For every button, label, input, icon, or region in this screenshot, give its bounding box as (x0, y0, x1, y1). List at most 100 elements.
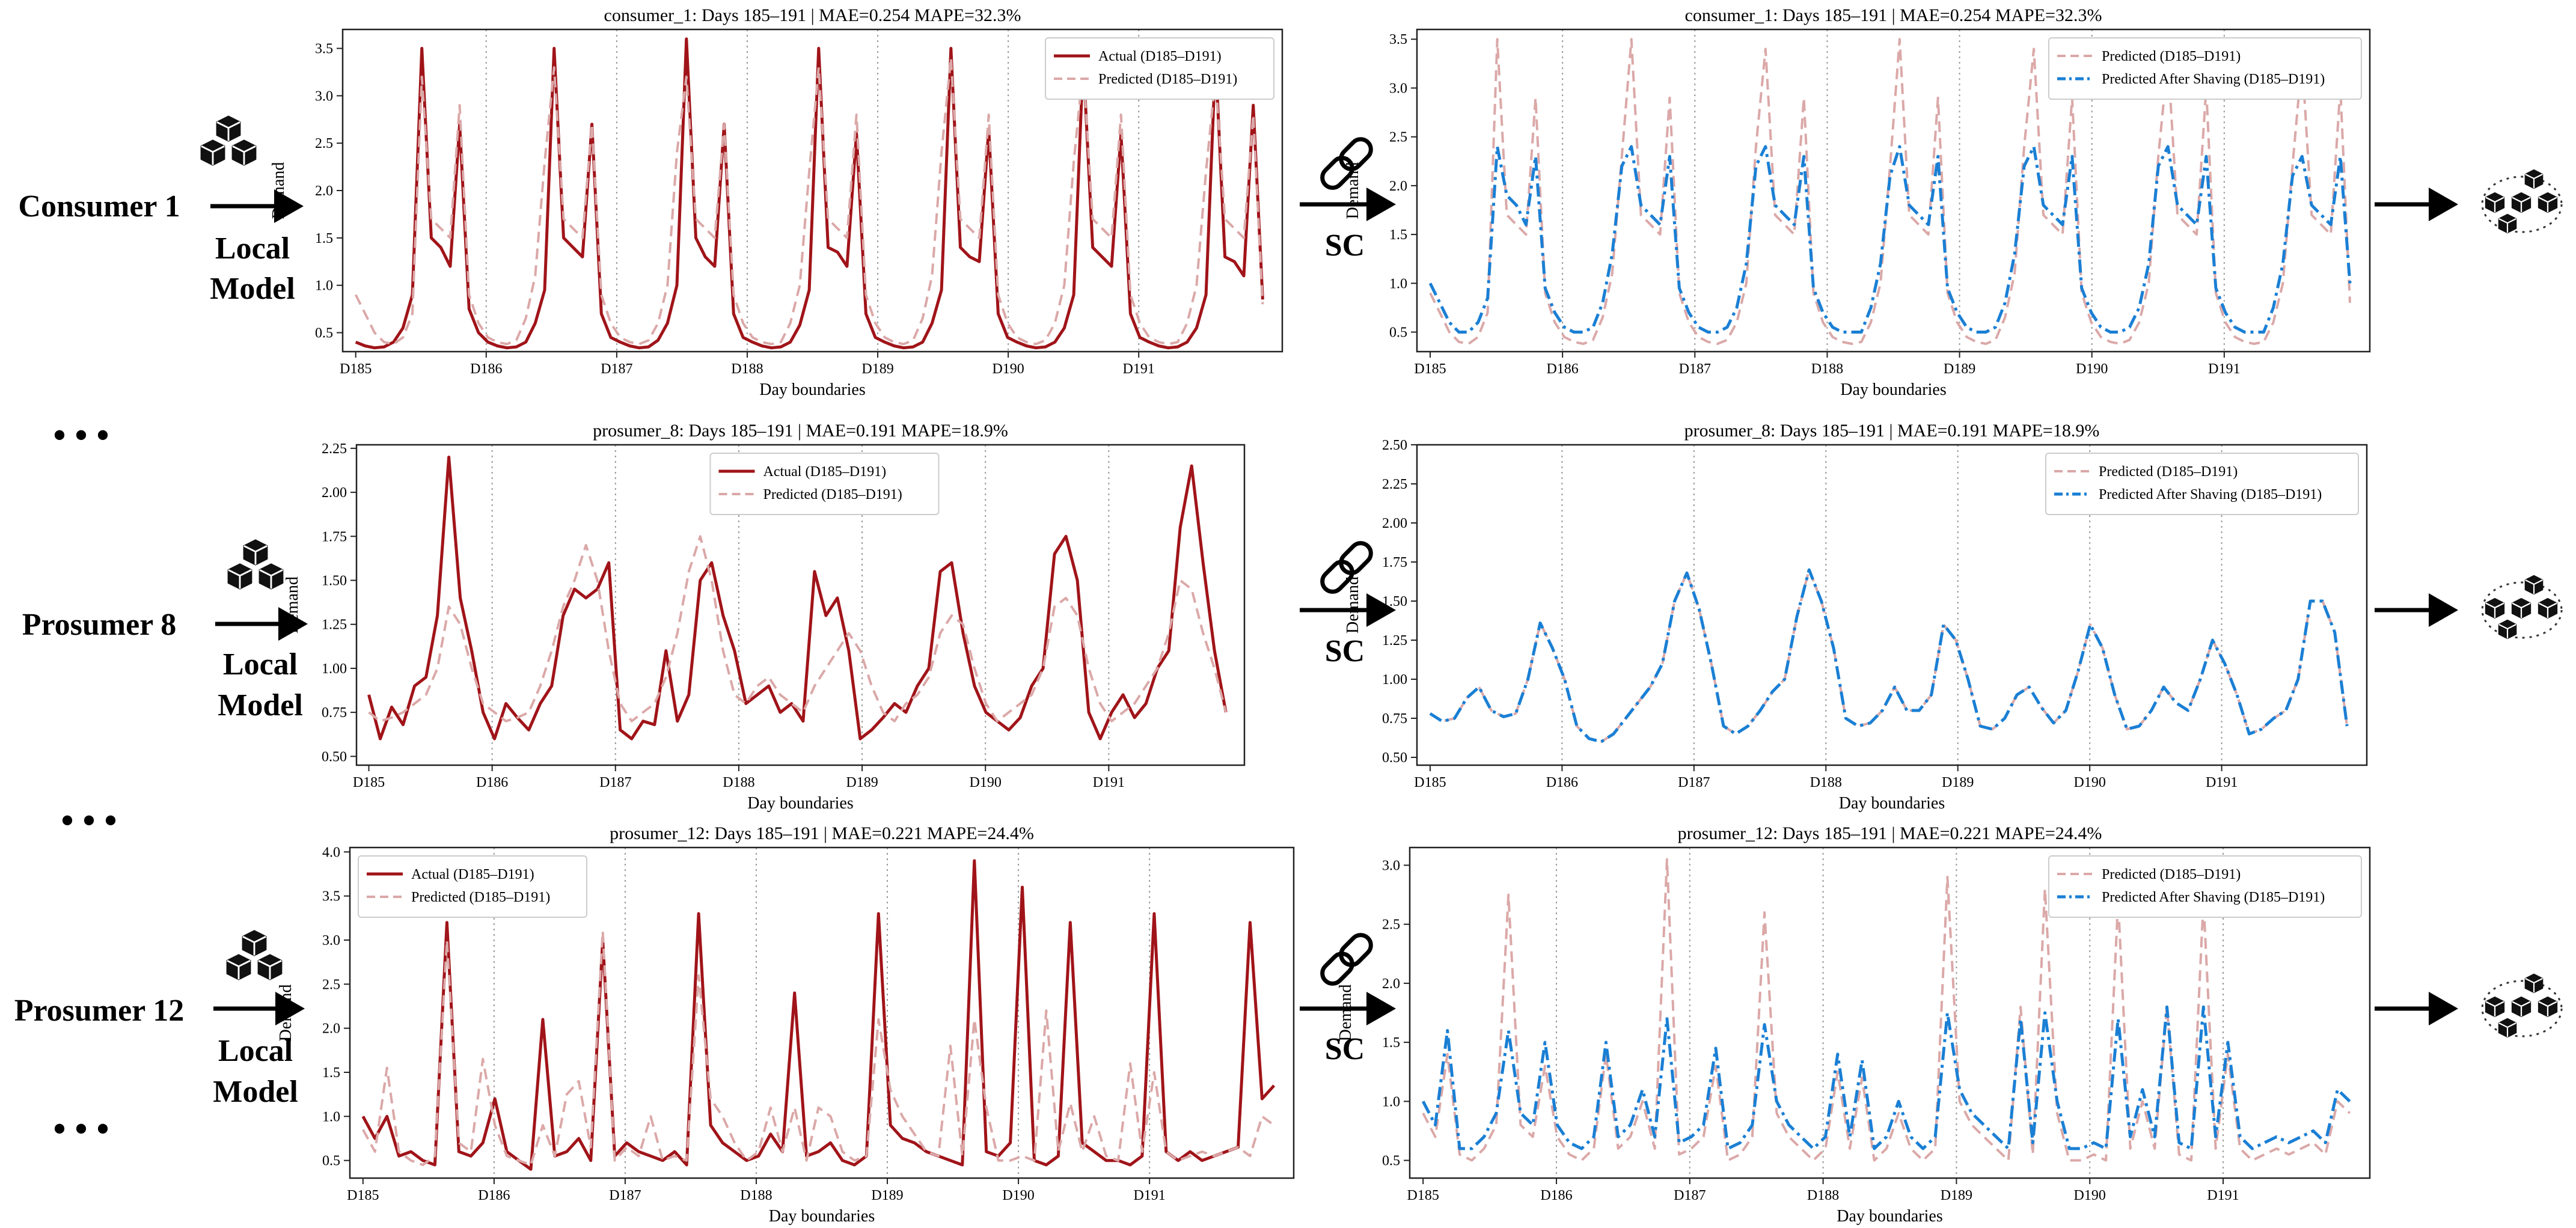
x-axis-label: Day boundaries (769, 1207, 875, 1226)
y-tick-label: 3.0 (1382, 858, 1400, 873)
y-tick-label: 0.50 (1382, 750, 1407, 766)
row-label-prosumer-8: Prosumer 8 (22, 608, 177, 642)
series-line-shaved (1429, 568, 2349, 744)
y-tick-label: 3.5 (315, 41, 333, 57)
y-tick-label: 0.50 (322, 749, 347, 765)
x-tick-label: D187 (609, 1188, 641, 1203)
y-tick-label: 2.0 (1389, 179, 1407, 194)
y-tick-label: 0.5 (315, 325, 333, 341)
y-tick-label: 1.25 (322, 617, 347, 633)
y-tick-label: 1.5 (315, 231, 333, 246)
y-tick-label: 1.0 (322, 1109, 340, 1125)
legend: Predicted (D185–D191) Predicted After Sha… (2048, 37, 2362, 100)
x-tick-label: D188 (740, 1188, 772, 1203)
y-tick-label: 3.5 (322, 889, 340, 905)
cube-cluster-icon (227, 539, 284, 590)
x-tick-label: D187 (1678, 775, 1710, 790)
chart-title: prosumer_8: Days 185–191 | MAE=0.191 MAP… (593, 421, 1008, 441)
cube-cluster-icon (200, 115, 257, 166)
sc-label: SC (1325, 634, 1365, 668)
y-tick-label: 1.0 (315, 278, 333, 294)
row-label-prosumer-12: Prosumer 12 (14, 994, 185, 1028)
local-label-line1: Local (215, 231, 290, 266)
x-tick-label: D186 (1546, 775, 1578, 790)
network-cubes-icon (2481, 169, 2563, 234)
legend-box (2045, 453, 2359, 515)
x-tick-label: D188 (1811, 361, 1843, 377)
chart-title: prosumer_12: Days 185–191 | MAE=0.221 MA… (610, 823, 1034, 843)
y-tick-label: 3.0 (315, 88, 333, 104)
plot-frame (1416, 444, 2368, 766)
chart-prosumer-8-actual: prosumer_8: Days 185–191 | MAE=0.191 MAP… (283, 421, 1246, 813)
y-axis-label: Demand (1336, 985, 1355, 1042)
series-line-actual (361, 859, 1276, 1171)
y-tick-label: 4.0 (322, 845, 340, 860)
y-tick-label: 1.0 (1382, 1094, 1400, 1110)
x-tick-label: D186 (478, 1188, 510, 1203)
x-tick-label: D187 (1679, 361, 1711, 377)
legend: Actual (D185–D191) Predicted (D185–D191) (709, 453, 940, 515)
x-tick-label: D190 (1002, 1188, 1034, 1203)
x-tick-label: D185 (1414, 361, 1446, 377)
x-tick-label: D189 (1941, 1188, 1972, 1203)
y-tick-label: 2.0 (315, 183, 333, 199)
x-tick-label: D187 (599, 775, 631, 790)
x-tick-label: D190 (970, 775, 1002, 790)
x-tick-label: D188 (1810, 775, 1842, 790)
x-tick-label: D191 (2208, 361, 2240, 377)
y-tick-label: 2.5 (1389, 130, 1407, 145)
plot-frame (1416, 28, 2371, 353)
x-tick-label: D188 (731, 361, 763, 377)
legend-box (358, 855, 587, 918)
y-tick-label: 0.75 (322, 705, 347, 721)
y-tick-label: 2.0 (322, 1021, 340, 1037)
legend-label: Predicted After Shaving (D185–D191) (2099, 487, 2322, 503)
x-tick-label: D189 (861, 361, 893, 377)
y-tick-label: 1.5 (1382, 1035, 1400, 1051)
chart-title: consumer_1: Days 185–191 | MAE=0.254 MAP… (604, 5, 1021, 25)
legend: Actual (D185–D191) Predicted (D185–D191) (1045, 37, 1274, 100)
x-tick-label: D189 (1942, 775, 1974, 790)
local-label-line2: Model (210, 272, 295, 306)
legend-label: Predicted (D185–D191) (763, 487, 902, 503)
series-line-shaved (1421, 1005, 2351, 1150)
x-tick-label: D191 (1133, 1188, 1165, 1203)
series-line-predicted (1422, 858, 2351, 1162)
legend-label: Predicted (D185–D191) (411, 890, 550, 905)
x-axis-label: Day boundaries (1837, 1207, 1943, 1226)
local-label-line2: Model (213, 1075, 298, 1109)
x-tick-label: D189 (846, 775, 878, 790)
y-tick-label: 2.50 (1382, 438, 1407, 453)
chain-link-icon (1320, 541, 1373, 594)
x-axis-label: Day boundaries (747, 794, 854, 813)
y-tick-label: 0.75 (1382, 711, 1407, 727)
series-line-predicted (362, 930, 1275, 1166)
legend: Predicted (D185–D191) Predicted After Sha… (2045, 453, 2359, 515)
legend-label: Predicted (D185–D191) (2102, 867, 2241, 882)
local-label-line2: Model (218, 688, 303, 722)
x-tick-label: D190 (2073, 775, 2105, 790)
y-axis-label: Demand (1344, 162, 1362, 219)
x-tick-label: D191 (1123, 361, 1155, 377)
x-tick-label: D190 (2074, 1188, 2106, 1203)
x-tick-label: D191 (1093, 775, 1125, 790)
local-label-line1: Local (218, 1034, 293, 1068)
x-tick-label: D188 (1807, 1188, 1839, 1203)
legend-box (2048, 37, 2362, 100)
series-line-predicted (368, 535, 1228, 722)
y-axis-label: Demand (283, 576, 302, 634)
y-tick-label: 2.5 (1382, 917, 1400, 933)
y-tick-label: 0.5 (1389, 325, 1407, 341)
y-tick-label: 1.50 (1382, 594, 1407, 609)
x-axis-label: Day boundaries (1839, 794, 1945, 813)
y-tick-label: 2.00 (1382, 516, 1407, 531)
y-tick-label: 1.50 (322, 573, 347, 589)
chart-prosumer-8-shaved: prosumer_8: Days 185–191 | MAE=0.191 MAP… (1344, 421, 2368, 813)
y-tick-label: 1.5 (1389, 227, 1407, 243)
x-tick-label: D187 (1674, 1188, 1706, 1203)
x-tick-label: D190 (992, 361, 1024, 377)
y-tick-label: 2.00 (322, 485, 347, 501)
x-tick-label: D190 (2076, 361, 2108, 377)
plot-frame (341, 28, 1283, 353)
